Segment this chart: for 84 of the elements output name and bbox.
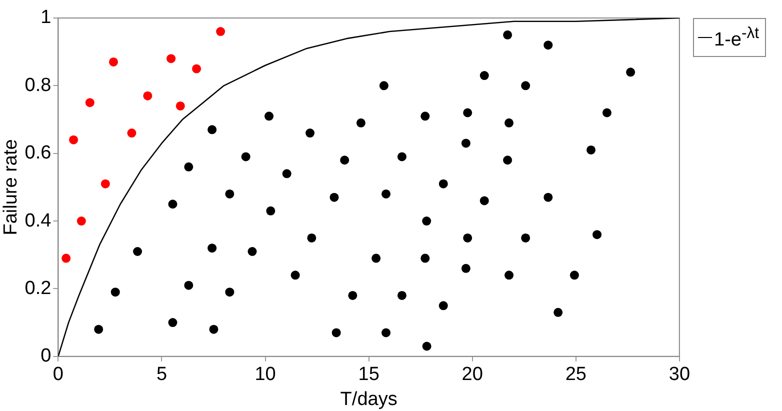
point: [521, 81, 530, 90]
x-tick-label: 10: [254, 364, 276, 386]
point: [503, 156, 512, 165]
point: [85, 98, 94, 108]
point: [544, 192, 553, 202]
point: [626, 68, 636, 77]
legend-label: 1-e$^{-λt}$: [714, 24, 760, 52]
point: [570, 270, 579, 280]
point: [264, 112, 274, 121]
y-tick-label: 0.4: [24, 210, 52, 232]
point: [241, 152, 250, 162]
point: [69, 135, 78, 144]
point: [382, 189, 391, 198]
point: [143, 91, 152, 100]
point: [127, 128, 136, 138]
point: [168, 200, 178, 209]
point: [379, 81, 388, 90]
point: [332, 328, 341, 338]
point: [422, 342, 432, 351]
point: [382, 328, 391, 338]
point: [192, 64, 202, 74]
x-tick-label: 15: [358, 364, 380, 386]
point: [306, 128, 315, 138]
point: [480, 196, 489, 206]
point: [168, 318, 178, 328]
point: [109, 57, 118, 66]
point: [184, 162, 194, 172]
x-tick-label: 30: [668, 364, 690, 386]
point: [225, 189, 234, 198]
y-tick-label: 1: [40, 7, 52, 28]
y-tick-label: 0.8: [24, 74, 52, 96]
point: [504, 118, 514, 128]
point: [290, 270, 300, 280]
point: [208, 125, 217, 134]
x-tick-label: 5: [156, 364, 168, 386]
point: [592, 230, 602, 240]
point: [503, 30, 512, 40]
point: [340, 156, 350, 165]
point: [420, 254, 430, 263]
y-tick-label: 0.2: [24, 278, 52, 299]
point: [266, 206, 276, 216]
point: [133, 246, 142, 256]
point: [166, 54, 176, 64]
point: [176, 101, 185, 110]
x-tick-label: 25: [565, 364, 586, 386]
point: [282, 169, 292, 178]
point: [504, 270, 514, 280]
y-axis-title: Failure rate: [0, 139, 22, 236]
point: [554, 308, 563, 317]
point: [463, 108, 472, 118]
point: [248, 246, 257, 256]
point: [397, 152, 406, 162]
point: [420, 112, 430, 121]
point: [184, 280, 194, 290]
point: [586, 145, 596, 154]
point: [480, 71, 489, 80]
point: [225, 288, 234, 297]
point: [76, 216, 86, 226]
point: [356, 118, 366, 128]
y-tick-label: 0.6: [24, 142, 52, 164]
x-axis-title: T/days: [340, 388, 398, 410]
point: [208, 244, 217, 253]
point: [110, 288, 120, 297]
point: [521, 233, 530, 242]
point: [100, 179, 110, 188]
point: [62, 254, 71, 263]
point: [397, 290, 406, 300]
point: [422, 216, 432, 226]
point: [602, 108, 612, 118]
point: [307, 233, 316, 242]
point: [438, 179, 448, 188]
point: [216, 27, 226, 36]
point: [461, 264, 470, 273]
x-tick-label: 20: [462, 364, 483, 386]
point: [461, 138, 470, 148]
point: [372, 254, 381, 263]
point: [544, 40, 553, 50]
y-tick-label: 0: [40, 346, 52, 367]
point: [209, 324, 218, 334]
point: [94, 324, 104, 334]
point: [330, 192, 339, 202]
point: [348, 290, 358, 300]
point: [438, 301, 448, 310]
point: [463, 233, 472, 242]
